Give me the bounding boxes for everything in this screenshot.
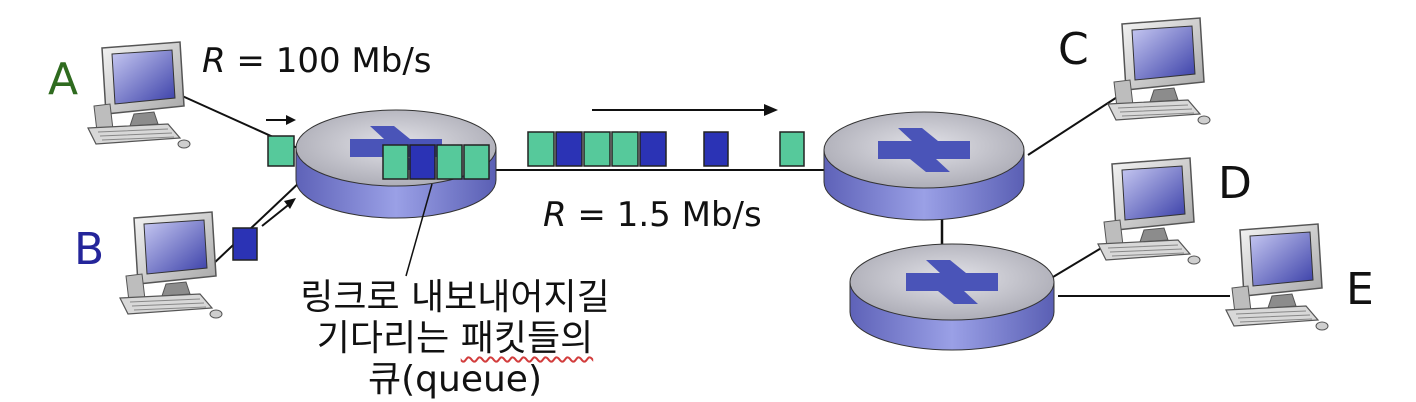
queue-caption: 링크로 내보내어지길 기다리는 패킷들의 큐(queue) <box>255 277 655 400</box>
transit-packet <box>555 131 583 167</box>
host-e-label: E <box>1346 264 1374 315</box>
transit-packet <box>527 131 555 167</box>
rate-value: = 1.5 Mb/s <box>566 195 762 235</box>
rate-value: = 100 Mb/s <box>225 41 432 81</box>
host-c-computer <box>1107 17 1211 125</box>
link-b-router1 <box>211 179 303 266</box>
transit-packet <box>611 131 639 167</box>
spellcheck-underline: 패킷들의 <box>460 318 594 359</box>
queued-packet <box>409 144 436 180</box>
transit-packet <box>703 131 729 167</box>
router-2 <box>823 111 1025 221</box>
packet-b-incoming <box>232 227 258 261</box>
router-3 <box>849 243 1055 351</box>
bottleneck-rate-label: R = 1.5 Mb/s <box>543 198 762 232</box>
caption-queue-english: (queue) <box>401 359 542 400</box>
router-queue <box>382 144 490 180</box>
host-a-label: A <box>48 54 79 105</box>
caption-line-3: 큐(queue) <box>255 359 655 400</box>
queue-pointer-line <box>405 183 433 277</box>
packet-a-incoming <box>267 135 295 167</box>
access-rate-label: R = 100 Mb/s <box>202 44 432 78</box>
packets-in-transit <box>527 131 805 167</box>
host-a-computer <box>87 41 191 149</box>
arrow-a <box>266 115 296 125</box>
caption-line-2: 기다리는 패킷들의 <box>316 318 594 359</box>
transit-packet <box>639 131 667 167</box>
transit-packet <box>583 131 611 167</box>
host-b-label: B <box>74 224 105 275</box>
arrow-b <box>261 198 296 227</box>
queued-packet <box>436 144 463 180</box>
host-c-label: C <box>1058 24 1089 75</box>
rate-variable: R <box>543 195 567 235</box>
host-b-computer <box>119 211 223 319</box>
host-d-label: D <box>1218 158 1252 209</box>
links <box>179 89 1230 297</box>
host-d-computer <box>1097 157 1201 265</box>
rate-variable: R <box>202 41 226 81</box>
transit-packet <box>779 131 805 167</box>
caption-line-1: 링크로 내보내어지길 <box>300 277 610 318</box>
host-e-computer <box>1225 223 1329 331</box>
arrow-transit <box>592 104 778 116</box>
queued-packet <box>463 144 490 180</box>
queued-packet <box>382 144 409 180</box>
caption-queue-word: 큐 <box>368 359 402 400</box>
link-router2-c <box>1027 89 1129 156</box>
